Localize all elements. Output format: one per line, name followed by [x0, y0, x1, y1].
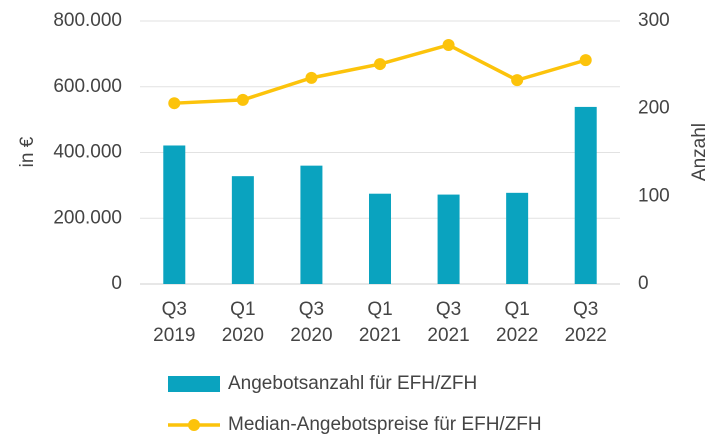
- legend-marker: [188, 419, 200, 431]
- y-tick-label: 200.000: [53, 207, 122, 228]
- bar: [163, 145, 186, 284]
- bar: [369, 193, 391, 284]
- x-tick-label: Q1 2020: [222, 299, 264, 346]
- line-marker: [511, 74, 524, 87]
- x-tick-label: Q3 2021: [427, 299, 469, 346]
- x-tick-label: Q1 2022: [496, 299, 538, 346]
- line-marker: [579, 54, 592, 67]
- x-tick-label: Q3 2020: [290, 299, 332, 346]
- x-tick-label: Q3 2022: [565, 299, 607, 346]
- line-marker: [305, 71, 318, 84]
- x-tick-label: Q1 2021: [359, 299, 401, 346]
- bar: [231, 176, 254, 284]
- line: [174, 43, 587, 105]
- bar: [506, 192, 529, 284]
- y-tick-label: 0: [111, 273, 122, 294]
- y-tick-label: 400.000: [53, 142, 122, 163]
- y2-tick-label: 300: [638, 10, 670, 31]
- legend-swatch: [168, 376, 220, 392]
- y-tick-label: 600.000: [53, 76, 122, 97]
- y-axis-label: in €: [17, 136, 38, 167]
- legend-label: Median-Angebotspreise für EFH/ZFH: [228, 414, 542, 435]
- line-marker: [374, 58, 386, 71]
- line-marker: [236, 93, 249, 106]
- legend-label: Angebotsanzahl für EFH/ZFH: [228, 373, 477, 394]
- y2-axis-label: Anzahl: [689, 123, 710, 181]
- line-marker: [442, 38, 455, 51]
- line-marker: [168, 97, 181, 110]
- x-tick-label: Q3 2019: [153, 299, 195, 346]
- bar: [437, 194, 460, 284]
- y2-tick-label: 100: [638, 185, 670, 206]
- bar: [574, 106, 597, 284]
- y-tick-label: 800.000: [53, 10, 122, 31]
- bar: [300, 165, 323, 284]
- y2-tick-label: 200: [638, 98, 670, 119]
- y2-tick-label: 0: [638, 273, 649, 294]
